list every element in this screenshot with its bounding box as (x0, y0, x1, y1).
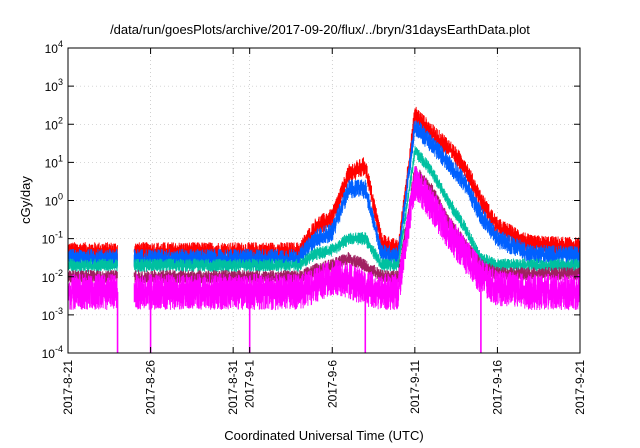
y-tick-label: 10-1 (42, 230, 63, 247)
x-tick-label: 2017-8-26 (144, 360, 158, 415)
grid (68, 48, 580, 353)
y-tick-label: 100 (45, 192, 63, 209)
y-tick-label: 102 (45, 115, 63, 132)
series-line-5 (67, 165, 581, 311)
x-tick-label: 2017-9-1 (243, 360, 257, 408)
y-tick-label: 10-3 (42, 306, 63, 323)
x-tick-label: 2017-9-11 (408, 360, 422, 414)
chart-title: /data/run/goesPlots/archive/2017-09-20/f… (110, 22, 530, 37)
x-tick-label: 2017-9-16 (490, 360, 504, 415)
y-tick-label: 10-4 (42, 344, 63, 361)
y-tick-label: 104 (45, 39, 63, 56)
y-tick-label: 103 (45, 77, 63, 94)
x-tick-label: 2017-8-21 (61, 360, 75, 415)
x-axis-label: Coordinated Universal Time (UTC) (224, 428, 423, 443)
tick-layer: 10-4 10-3 10-2 10-1 100 101 102 103 104 2017-8-21… (42, 39, 587, 415)
y-tick-label: 10-2 (42, 268, 63, 285)
x-tick-label: 2017-8-31 (226, 360, 240, 415)
x-tick-label: 2017-9-6 (325, 360, 339, 408)
series-line-3 (67, 145, 581, 273)
y-tick-label: 101 (45, 153, 63, 170)
x-tick-label: 2017-9-21 (573, 360, 587, 415)
series-layer (67, 106, 581, 353)
y-axis-label: cGy/day (18, 176, 33, 224)
